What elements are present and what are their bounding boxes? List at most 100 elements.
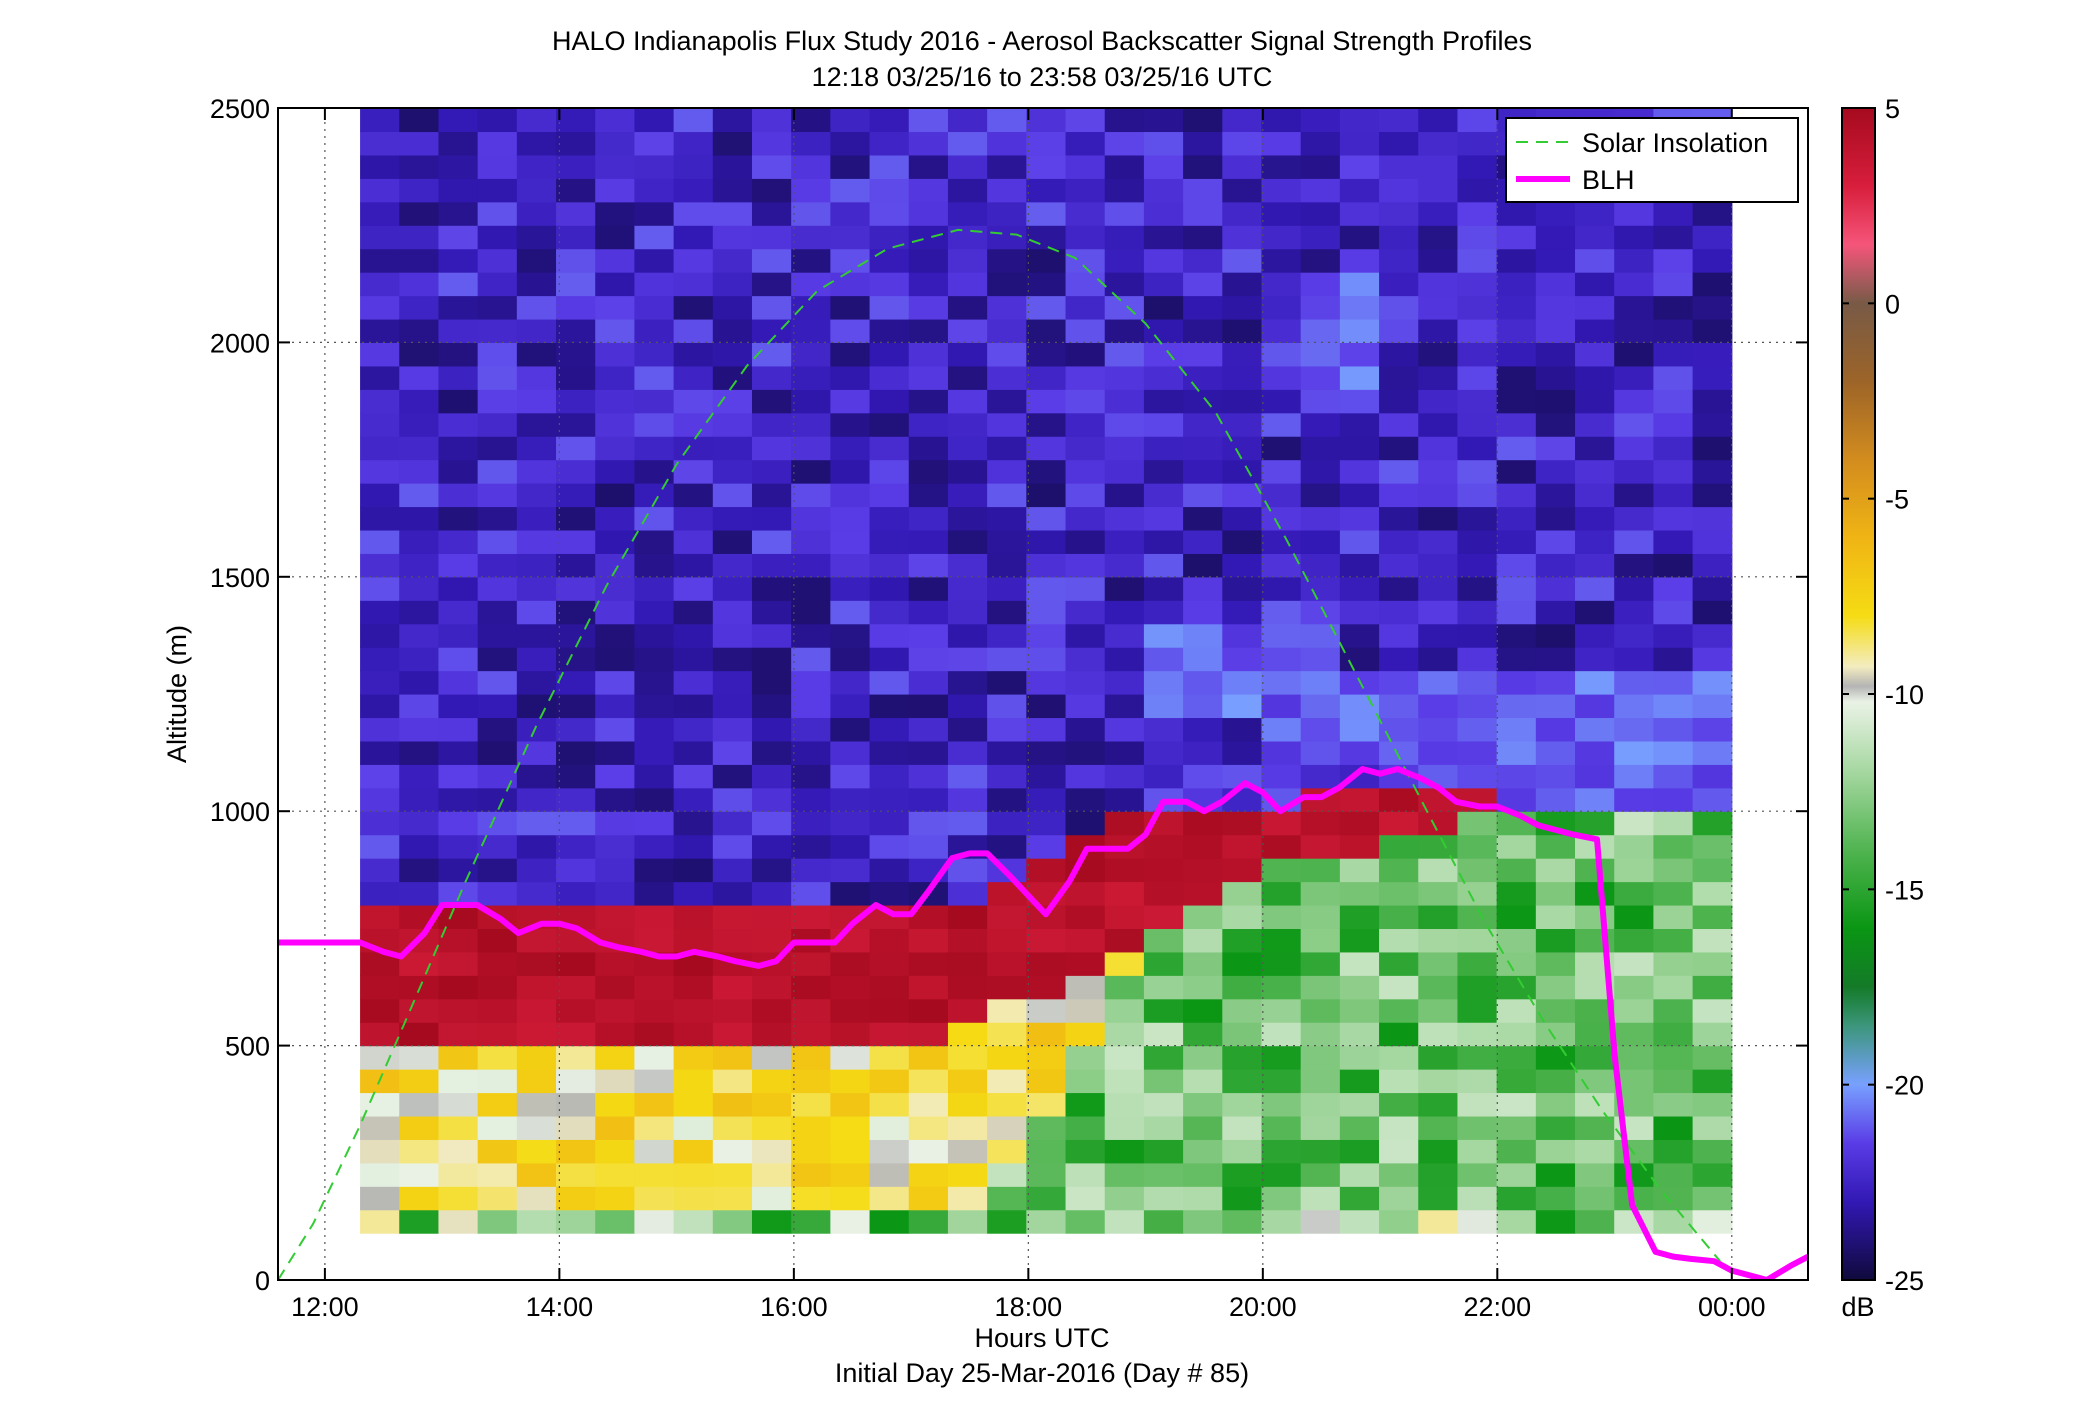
heatmap-cell	[477, 858, 518, 883]
heatmap-cell	[1104, 764, 1145, 789]
heatmap-cell	[1104, 131, 1145, 156]
heatmap-cell	[1339, 154, 1380, 179]
heatmap-cell	[1261, 1069, 1302, 1094]
heatmap-cell	[987, 529, 1027, 554]
heatmap-cell	[1261, 1115, 1302, 1140]
heatmap-cell	[1065, 318, 1106, 343]
heatmap-cell	[1614, 858, 1655, 883]
heatmap-cell	[1339, 342, 1380, 367]
colorbar-tick-label: -25	[1885, 1266, 1924, 1296]
heatmap-cell	[1692, 436, 1733, 461]
heatmap-cell	[1183, 1092, 1223, 1117]
heatmap-cell	[1418, 389, 1459, 414]
heatmap-cell	[1496, 951, 1537, 976]
heatmap-cell	[947, 694, 988, 719]
heatmap-cell	[869, 1186, 910, 1211]
heatmap-cell	[438, 858, 479, 883]
heatmap-cell	[987, 647, 1027, 672]
heatmap-cell	[1575, 740, 1615, 765]
heatmap-cell	[1614, 881, 1655, 906]
heatmap-cell	[399, 365, 440, 390]
heatmap-cell	[1261, 483, 1302, 508]
heatmap-cell	[869, 108, 910, 133]
heatmap-cell	[947, 459, 988, 484]
heatmap-cell	[1496, 412, 1537, 437]
heatmap-cell	[399, 131, 440, 156]
heatmap-cell	[673, 1045, 714, 1070]
heatmap-cell	[1261, 365, 1302, 390]
heatmap-cell	[673, 342, 714, 367]
heatmap-cell	[947, 1115, 988, 1140]
heatmap-cell	[987, 248, 1027, 273]
heatmap-cell	[1653, 951, 1694, 976]
heatmap-cell	[1653, 1209, 1694, 1234]
heatmap-cell	[947, 365, 988, 390]
heatmap-cell	[1026, 272, 1067, 297]
heatmap-cell	[1614, 389, 1655, 414]
heatmap-cell	[947, 1186, 988, 1211]
heatmap-cell	[1339, 811, 1380, 836]
heatmap-cell	[1183, 717, 1223, 742]
heatmap-cell	[791, 647, 831, 672]
heatmap-cell	[477, 529, 518, 554]
heatmap-cell	[1575, 412, 1615, 437]
heatmap-cell	[1418, 154, 1459, 179]
heatmap-cell	[1379, 740, 1419, 765]
heatmap-cell	[1104, 998, 1145, 1023]
heatmap-cell	[712, 553, 753, 578]
heatmap-cell	[1065, 740, 1106, 765]
heatmap-cell	[1692, 1162, 1733, 1187]
heatmap-cell	[1653, 506, 1694, 531]
heatmap-cell	[438, 154, 479, 179]
heatmap-cell	[791, 1162, 831, 1187]
heatmap-cell	[1653, 342, 1694, 367]
heatmap-cell	[1026, 811, 1067, 836]
y-axis-label: Altitude (m)	[162, 625, 192, 763]
heatmap-cell	[1535, 1092, 1576, 1117]
heatmap-cell	[1379, 272, 1419, 297]
heatmap-cell	[1222, 998, 1263, 1023]
heatmap-cell	[1535, 412, 1576, 437]
heatmap-cell	[1104, 178, 1145, 203]
heatmap-cell	[595, 272, 636, 297]
heatmap-cell	[1104, 1186, 1145, 1211]
heatmap-cell	[830, 647, 871, 672]
heatmap-cell	[1339, 928, 1380, 953]
heatmap-cell	[1261, 178, 1302, 203]
heatmap-cell	[908, 928, 949, 953]
heatmap-cell	[1261, 108, 1302, 133]
heatmap-cell	[673, 389, 714, 414]
heatmap-cell	[1457, 740, 1498, 765]
heatmap-cell	[1104, 858, 1145, 883]
heatmap-cell	[1143, 975, 1184, 1000]
heatmap-cell	[712, 529, 753, 554]
heatmap-cell	[1653, 1045, 1694, 1070]
heatmap-cell	[1143, 904, 1184, 929]
heatmap-cell	[869, 576, 910, 601]
heatmap-cell	[1614, 365, 1655, 390]
heatmap-cell	[987, 412, 1027, 437]
heatmap-cell	[1575, 225, 1615, 250]
heatmap-cell	[830, 600, 871, 625]
heatmap-cell	[1143, 389, 1184, 414]
heatmap-cell	[1457, 881, 1498, 906]
heatmap-cell	[399, 858, 440, 883]
heatmap-cell	[830, 459, 871, 484]
heatmap-cell	[399, 1139, 440, 1164]
heatmap-cell	[556, 998, 596, 1023]
heatmap-cell	[1339, 178, 1380, 203]
heatmap-cell	[438, 951, 479, 976]
heatmap-cell	[360, 858, 400, 883]
heatmap-cell	[595, 1092, 636, 1117]
heatmap-cell	[1496, 506, 1537, 531]
heatmap-cell	[712, 858, 753, 883]
heatmap-cell	[869, 342, 910, 367]
heatmap-cell	[673, 154, 714, 179]
heatmap-cell	[634, 670, 675, 695]
heatmap-cell	[1457, 436, 1498, 461]
heatmap-cell	[1418, 1209, 1459, 1234]
heatmap-cell	[399, 811, 440, 836]
heatmap-cell	[595, 600, 636, 625]
heatmap-cell	[360, 553, 400, 578]
heatmap-cell	[751, 1162, 792, 1187]
